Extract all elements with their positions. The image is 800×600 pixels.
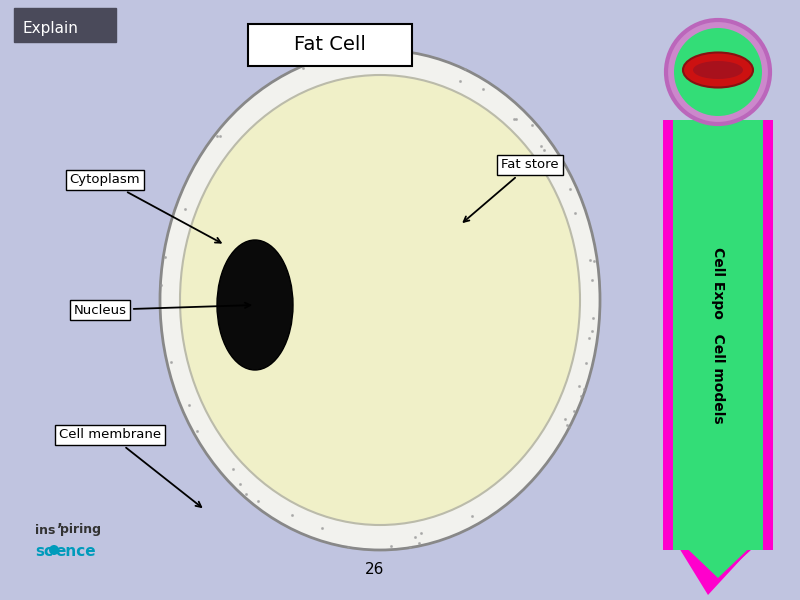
Text: Fat Cell: Fat Cell (294, 35, 366, 55)
Circle shape (666, 20, 770, 124)
Text: ence: ence (55, 545, 96, 559)
Polygon shape (673, 535, 763, 578)
Bar (673, 120, 763, 550)
Text: Nucleus: Nucleus (74, 302, 250, 317)
Text: Cell Expo   Cell models: Cell Expo Cell models (711, 247, 725, 424)
Text: piring: piring (60, 523, 101, 536)
Polygon shape (663, 530, 773, 580)
Circle shape (674, 28, 762, 116)
Ellipse shape (160, 50, 600, 550)
Ellipse shape (693, 61, 743, 79)
Ellipse shape (683, 52, 753, 88)
Text: Fat store: Fat store (464, 158, 559, 222)
Text: Explain: Explain (23, 20, 79, 35)
Text: Cytoplasm: Cytoplasm (70, 173, 221, 243)
Ellipse shape (217, 240, 293, 370)
Polygon shape (668, 530, 768, 595)
Text: Cell membrane: Cell membrane (59, 428, 202, 507)
Ellipse shape (180, 75, 580, 525)
Circle shape (49, 545, 59, 555)
Text: ’: ’ (57, 523, 62, 538)
FancyBboxPatch shape (248, 24, 412, 66)
FancyBboxPatch shape (14, 8, 116, 42)
Text: ins: ins (35, 523, 55, 536)
Text: sc: sc (35, 545, 53, 559)
Text: 26: 26 (366, 563, 385, 577)
Bar (663, 120, 773, 550)
